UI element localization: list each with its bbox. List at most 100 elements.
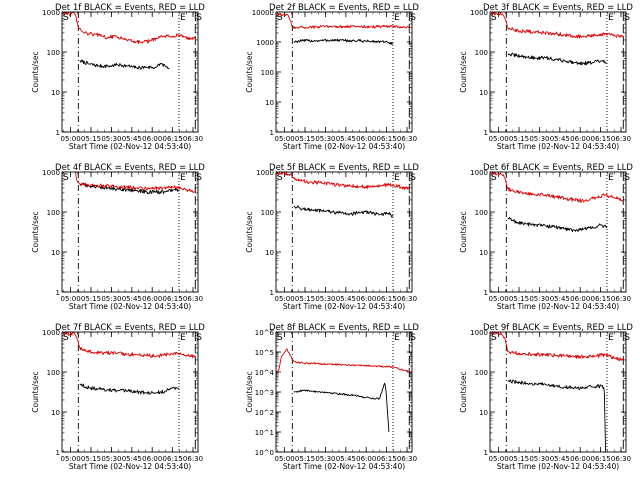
y-tick-label: 100 (261, 69, 274, 77)
x-tick-label: 05:30 (529, 455, 549, 463)
y-tick-label: 1 (270, 289, 274, 297)
trace-lld-det-7f (62, 332, 196, 359)
trace-group (62, 12, 196, 70)
plot-frame (61, 11, 199, 133)
corner-label-right: S (624, 173, 630, 183)
panel-det-9f: Det 9f BLACK = Events, RED = LLD 1 10 100 10… (459, 323, 633, 471)
x-tick-label: 05:45 (336, 135, 356, 143)
y-tick-label: 10 (479, 249, 488, 257)
x-tick-label: 05:45 (550, 455, 570, 463)
x-axis-label: Start Time (02-Nov-12 04:53:40) (497, 302, 619, 311)
y-tick-label: 1000 (256, 169, 274, 177)
y-tick-label: 100 (475, 369, 488, 377)
y-tick-label: 10^5 (255, 349, 274, 357)
y-tick-label: 1000 (42, 9, 60, 17)
y-tick-label: 1000 (470, 329, 488, 337)
x-tick-label: 05:45 (550, 135, 570, 143)
trace-lld-det-4f (62, 172, 196, 193)
panel-title: Det 4f BLACK = Events, RED = LLD (55, 163, 205, 173)
x-tick-label: 05:00 (489, 455, 509, 463)
trace-group (490, 172, 624, 233)
x-tick-label: 06:30 (611, 295, 631, 303)
x-tick-label: 05:15 (295, 135, 315, 143)
corner-label-mid: E (394, 13, 400, 23)
y-tick-label: 10 (51, 409, 60, 417)
trace-lld-det-8f (276, 348, 410, 373)
corner-label-right: S (410, 13, 416, 23)
x-tick-label: 05:15 (295, 295, 315, 303)
x-tick-label: 05:30 (315, 135, 335, 143)
x-tick-label: 06:30 (397, 135, 417, 143)
panel-title: Det 9f BLACK = Events, RED = LLD (483, 323, 633, 333)
trace-group (276, 348, 410, 433)
corner-label-mid: E (608, 333, 614, 343)
x-tick-label: 05:15 (81, 135, 101, 143)
y-axis-label: Counts/sec (245, 371, 254, 412)
corner-label-right: S (410, 333, 416, 343)
x-tick-label: 06:00 (570, 135, 590, 143)
trace-lld-det-2f (276, 13, 410, 29)
x-axis-label: Start Time (02-Nov-12 04:53:40) (283, 142, 405, 151)
trace-events-det-9f (507, 379, 607, 452)
panel-title: Det 2f BLACK = Events, RED = LLD (269, 3, 419, 13)
x-tick-label: 06:30 (611, 135, 631, 143)
trace-group (62, 332, 196, 395)
x-tick-label: 05:00 (489, 295, 509, 303)
corner-label-left: S (63, 13, 69, 23)
plot-frame (489, 11, 627, 133)
x-tick-label: 05:30 (101, 135, 121, 143)
corner-label-left: S (491, 13, 497, 23)
corner-label-right: S (624, 13, 630, 23)
trace-lld-det-9f (490, 332, 624, 362)
panel-det-6f: Det 6f BLACK = Events, RED = LLD 1 10 100 10… (459, 163, 633, 311)
trace-lld-det-3f (490, 12, 624, 39)
trace-events-det-2f (293, 38, 394, 45)
y-axis-label: Counts/sec (245, 211, 254, 252)
x-axis-label: Start Time (02-Nov-12 04:53:40) (497, 142, 619, 151)
y-tick-label: 1 (484, 289, 488, 297)
x-tick-label: 06:00 (356, 295, 376, 303)
corner-label-right: S (196, 173, 202, 183)
x-tick-label: 06:15 (377, 455, 397, 463)
corner-label-mid: E (180, 173, 186, 183)
panel-det-7f: Det 7f BLACK = Events, RED = LLD 1 10 100 10… (31, 323, 205, 471)
x-tick-label: 05:00 (275, 135, 295, 143)
x-tick-label: 06:15 (377, 135, 397, 143)
x-tick-label: 05:15 (509, 455, 529, 463)
y-tick-label: 1000 (470, 9, 488, 17)
y-tick-label: 1 (270, 129, 274, 137)
x-tick-label: 05:00 (61, 295, 81, 303)
x-tick-label: 05:30 (529, 135, 549, 143)
trace-events-det-5f (293, 205, 394, 218)
trace-group (276, 172, 410, 218)
x-tick-label: 06:00 (142, 455, 162, 463)
x-tick-label: 06:15 (163, 455, 183, 463)
x-tick-label: 06:30 (183, 135, 203, 143)
y-axis-label: Counts/sec (459, 211, 468, 252)
x-tick-label: 06:15 (377, 295, 397, 303)
panel-title: Det 5f BLACK = Events, RED = LLD (269, 163, 419, 173)
x-tick-label: 05:30 (529, 295, 549, 303)
x-tick-label: 05:00 (61, 455, 81, 463)
x-tick-label: 05:15 (509, 135, 529, 143)
x-tick-label: 05:30 (315, 295, 335, 303)
x-tick-label: 06:00 (356, 135, 376, 143)
y-axis-label: Counts/sec (31, 51, 40, 92)
y-tick-label: 10^3 (255, 389, 274, 397)
trace-events-det-1f (79, 59, 170, 70)
x-tick-label: 05:15 (509, 295, 529, 303)
x-tick-label: 05:45 (550, 295, 570, 303)
corner-label-mid: E (608, 13, 614, 23)
y-tick-label: 10^6 (255, 329, 275, 337)
trace-group (276, 13, 410, 45)
corner-label-left: S (491, 333, 497, 343)
y-tick-label: 100 (475, 209, 488, 217)
x-tick-label: 05:30 (101, 455, 121, 463)
corner-label-right: S (624, 333, 630, 343)
panel-title: Det 1f BLACK = Events, RED = LLD (55, 3, 205, 13)
plot-frame (275, 171, 413, 293)
x-tick-label: 05:45 (336, 295, 356, 303)
x-tick-label: 06:00 (356, 455, 376, 463)
trace-group (490, 12, 624, 66)
